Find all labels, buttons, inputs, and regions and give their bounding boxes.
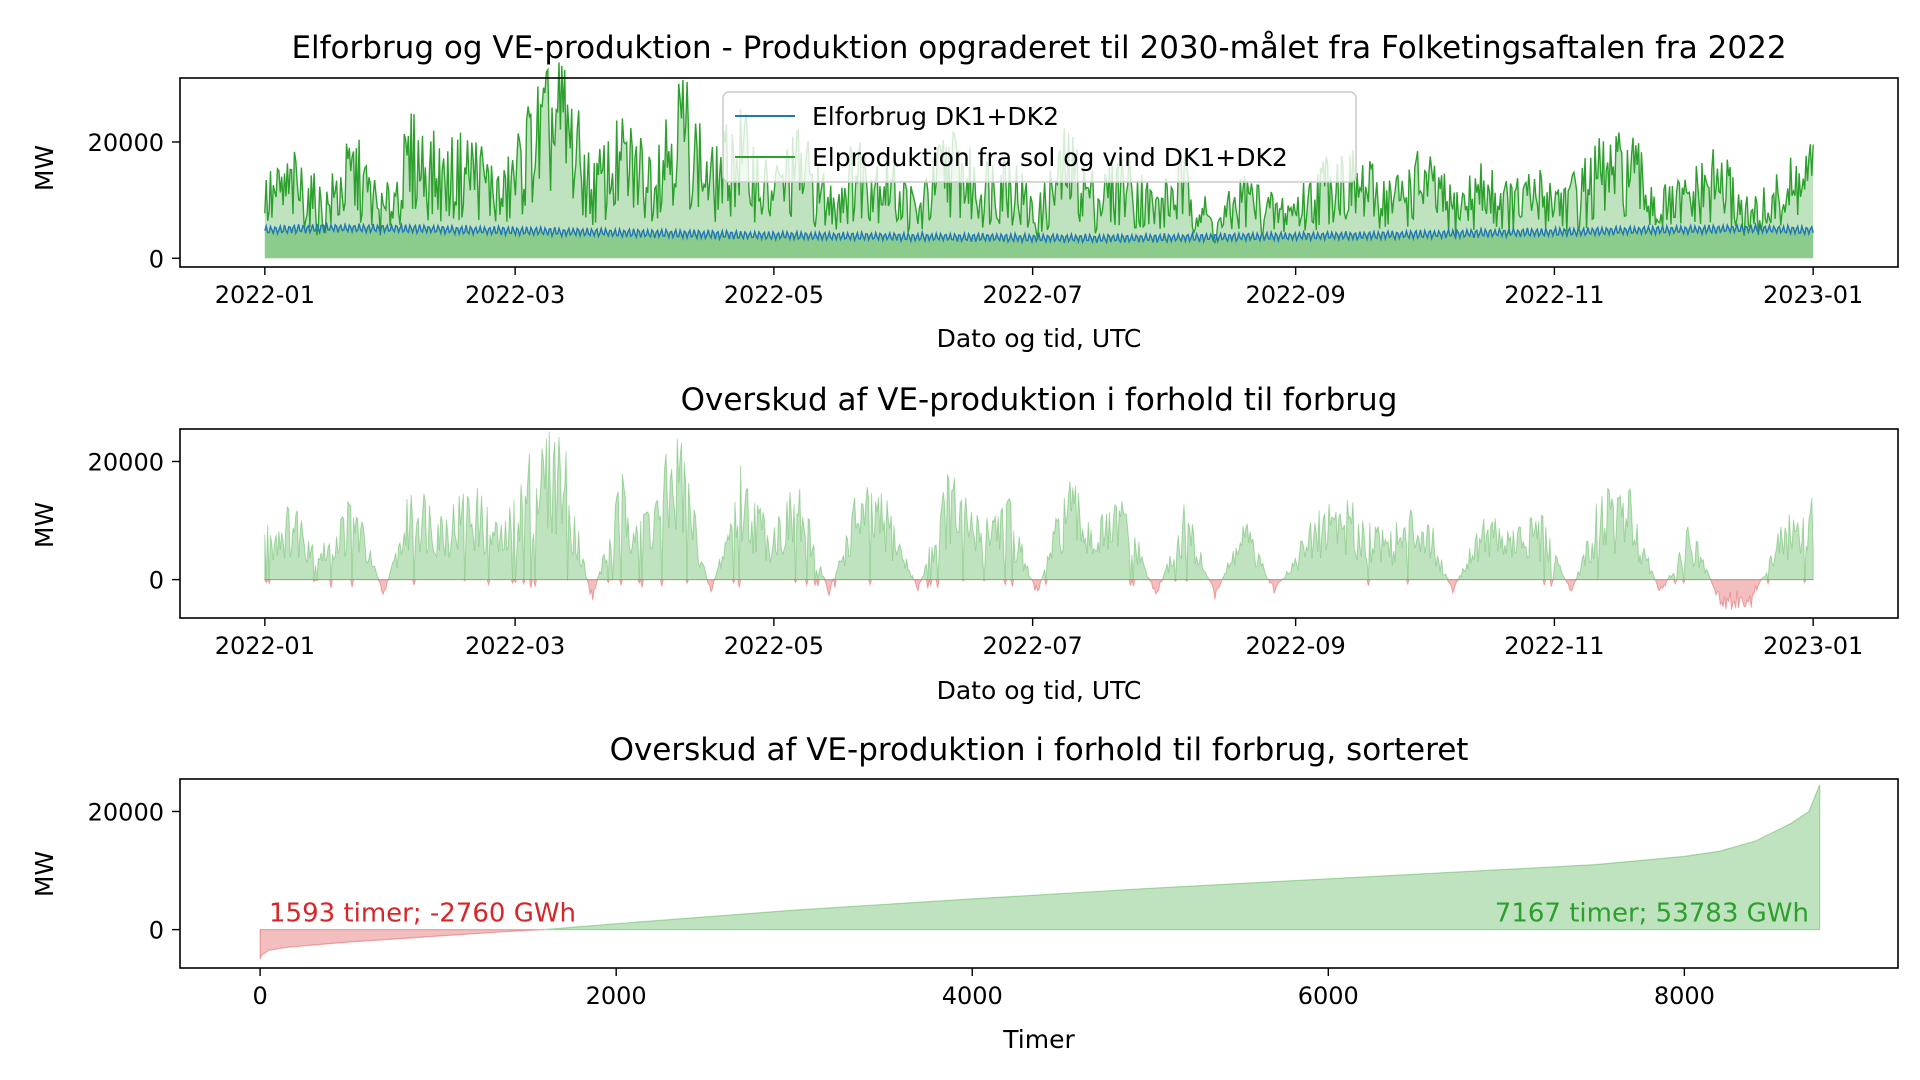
sorted-deficit-area	[259, 928, 544, 960]
sorted-surplus-area	[541, 784, 1821, 931]
panel-3-xlabel: Timer	[1002, 1025, 1075, 1054]
x-tick-label: 2023-01	[1763, 281, 1863, 309]
x-tick-label: 8000	[1654, 982, 1715, 1010]
y-tick-label: 20000	[88, 129, 164, 157]
deficit-area	[263, 577, 1814, 610]
panel-1-ylabel: MW	[30, 145, 59, 191]
panel-2-plot-area	[263, 431, 1814, 610]
y-tick-label: 0	[149, 245, 164, 273]
legend-box	[722, 91, 1357, 183]
panel-3-title: Overskud af VE-produktion i forhold til …	[610, 732, 1469, 768]
y-tick-label: 20000	[88, 448, 164, 476]
panel-3-ylabel: MW	[30, 851, 59, 897]
x-tick-label: 0	[252, 982, 267, 1010]
annotation-surplus: 7167 timer; 53783 GWh	[1495, 898, 1809, 928]
x-tick-label: 6000	[1298, 982, 1359, 1010]
panel-consumption-production: Elforbrug og VE-produktion - Produktion …	[30, 30, 1899, 353]
x-tick-label: 2022-09	[1245, 632, 1345, 660]
panel-1-xlabel: Dato og tid, UTC	[937, 324, 1142, 353]
legend-label-production: Elproduktion fra sol og vind DK1+DK2	[812, 143, 1288, 172]
x-tick-label: 2022-03	[465, 632, 565, 660]
production-area	[264, 62, 1814, 259]
consumption-line	[264, 221, 1814, 245]
x-tick-label: 2022-11	[1504, 632, 1604, 660]
production-line	[264, 62, 1814, 245]
panel-2-ticks: 2022-01 2022-03 2022-05 2022-07 2022-09 2022-…	[88, 448, 1864, 660]
panel-1-title: Elforbrug og VE-produktion - Produktion …	[291, 30, 1786, 66]
x-tick-label: 2022-07	[982, 632, 1082, 660]
panel-3-frame	[179, 778, 1899, 969]
panel-2-frame	[179, 428, 1899, 619]
panel-1-frame	[179, 77, 1899, 268]
x-tick-label: 2022-05	[724, 281, 824, 309]
panel-surplus-sorted: Overskud af VE-produktion i forhold til …	[30, 732, 1899, 1054]
panel-surplus: Overskud af VE-produktion i forhold til …	[30, 382, 1899, 705]
panel-3-ticks: 0 2000 4000 6000 8000 0 20000	[88, 798, 1715, 1010]
x-tick-label: 2022-07	[982, 281, 1082, 309]
x-tick-label: 2000	[586, 982, 647, 1010]
y-tick-label: 0	[149, 567, 164, 595]
panel-2-title: Overskud af VE-produktion i forhold til …	[681, 382, 1398, 418]
panel-1-legend: Elforbrug DK1+DK2 Elproduktion fra sol o…	[722, 91, 1357, 183]
x-tick-label: 2022-09	[1245, 281, 1345, 309]
legend-label-consumption: Elforbrug DK1+DK2	[812, 102, 1059, 131]
panel-2-xlabel: Dato og tid, UTC	[937, 676, 1142, 705]
panel-1-plot-area	[264, 62, 1814, 259]
panel-3-plot-area	[259, 784, 1821, 960]
x-tick-label: 2022-03	[465, 281, 565, 309]
y-tick-label: 0	[149, 917, 164, 945]
x-tick-label: 2022-05	[724, 632, 824, 660]
y-tick-label: 20000	[88, 798, 164, 826]
annotation-deficit: 1593 timer; -2760 GWh	[269, 898, 576, 928]
x-tick-label: 2022-01	[215, 632, 315, 660]
x-tick-label: 2022-01	[215, 281, 315, 309]
panel-2-ylabel: MW	[30, 502, 59, 548]
surplus-area	[264, 431, 1814, 581]
panel-1-ticks: 2022-01 2022-03 2022-05 2022-07 2022-09 2022-…	[88, 129, 1864, 309]
x-tick-label: 2023-01	[1763, 632, 1863, 660]
x-tick-label: 4000	[942, 982, 1003, 1010]
x-tick-label: 2022-11	[1504, 281, 1604, 309]
